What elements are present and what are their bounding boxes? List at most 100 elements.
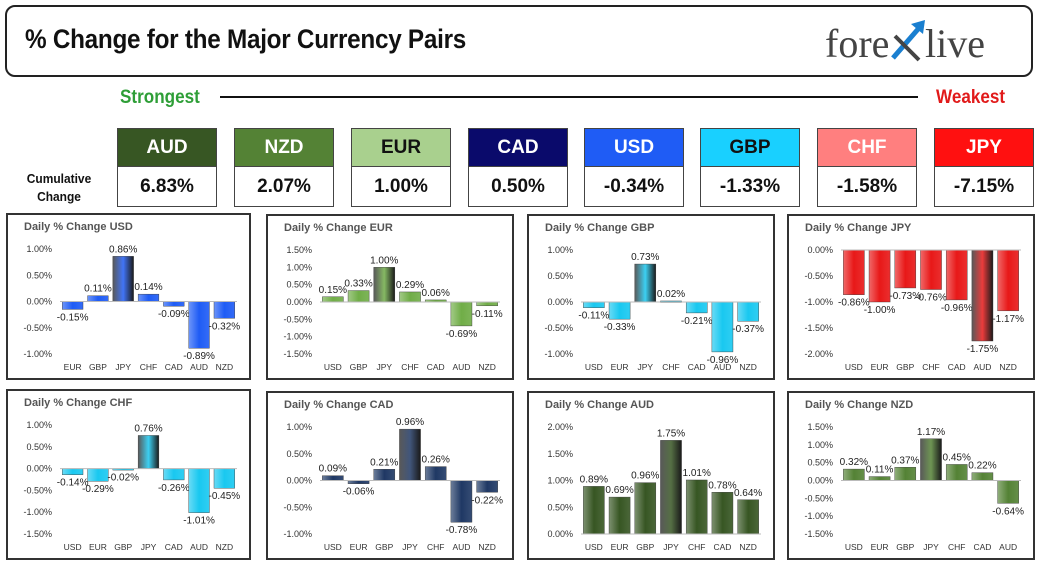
bar-jpy (112, 256, 134, 302)
x-tick-label: GBP (89, 362, 107, 372)
x-tick-label: EUR (611, 362, 629, 372)
data-label: -0.78% (446, 525, 478, 536)
x-tick-label: USD (585, 542, 603, 552)
x-tick-label: JPY (663, 542, 679, 552)
bar-nzd (476, 301, 498, 307)
data-label: -0.11% (472, 309, 503, 320)
bar-cad (163, 301, 185, 307)
x-tick-label: EUR (611, 542, 629, 552)
bar-eur (62, 301, 84, 310)
bar-chf (685, 479, 708, 535)
y-tick-label: 0.00% (286, 297, 312, 307)
x-tick-label: EUR (64, 362, 82, 372)
x-tick-label: AUD (713, 362, 731, 372)
x-tick-label: USD (585, 362, 603, 372)
y-tick-label: 0.50% (547, 502, 573, 512)
y-tick-label: -0.50% (804, 493, 833, 503)
chart-title: Daily % Change AUD (545, 399, 655, 411)
x-tick-label: CAD (688, 362, 706, 372)
bar-nzd (213, 468, 235, 489)
x-tick-label: USD (64, 542, 82, 552)
bar-gbp (634, 482, 657, 535)
x-tick-label: AUD (973, 362, 991, 372)
y-tick-label: 0.00% (807, 476, 833, 486)
x-tick-label: JPY (923, 542, 939, 552)
weakest-label: Weakest (936, 87, 1006, 108)
chart-title: Daily % Change CHF (24, 397, 133, 409)
bar-usd (583, 486, 605, 535)
data-label: -0.32% (209, 321, 241, 332)
logo-text-left: fore (825, 21, 890, 66)
bar-gbp (894, 249, 917, 289)
data-label: 0.02% (657, 289, 685, 300)
cumulative-change-value: 2.07% (235, 167, 333, 206)
bar-chart: 1.00% 0.50% 0.00% -0.50% -1.00% 0.09% USD -0.06… (283, 417, 503, 552)
bar-cad (971, 472, 994, 481)
data-label: -0.96% (941, 303, 973, 314)
data-label: -0.33% (604, 322, 636, 333)
x-tick-label: GBP (896, 362, 914, 372)
data-label: 0.22% (968, 461, 996, 472)
x-tick-label: GBP (375, 542, 393, 552)
cumulative-change-value: -0.34% (585, 167, 683, 206)
data-label: -0.21% (681, 316, 713, 327)
x-tick-label: EUR (350, 542, 368, 552)
y-tick-label: 1.00% (547, 245, 573, 255)
data-label: 0.29% (396, 280, 424, 291)
data-label: -0.76% (915, 293, 947, 304)
currency-box-jpy: JPY -7.15% (934, 128, 1034, 207)
y-tick-label: 0.50% (26, 270, 52, 280)
bar-jpy (920, 438, 942, 481)
y-tick-label: -2.00% (804, 349, 833, 359)
cumulative-change-label: Cumulative Change (26, 171, 92, 204)
bar-jpy (137, 435, 160, 469)
y-tick-label: -0.50% (283, 502, 312, 512)
bar-eur (868, 476, 891, 481)
y-tick-label: 1.50% (547, 449, 573, 459)
data-label: 0.96% (396, 417, 424, 428)
bar-usd (843, 249, 865, 295)
y-tick-label: 1.00% (807, 440, 833, 450)
bar-eur (608, 301, 631, 320)
header-box: % Change for the Major Currency Pairs fo… (5, 5, 1033, 77)
currency-box-chf: CHF -1.58% (817, 128, 917, 207)
data-label: -0.15% (57, 312, 89, 323)
data-label: -0.69% (446, 329, 478, 340)
bar-chf (137, 293, 160, 302)
chart-title: Daily % Change CAD (284, 399, 394, 411)
bar-aud (450, 301, 473, 327)
data-label: 0.32% (840, 457, 868, 468)
currency-box-usd: USD -0.34% (584, 128, 684, 207)
x-tick-label: AUD (452, 542, 470, 552)
x-tick-label: AUD (190, 542, 208, 552)
bar-nzd (213, 301, 235, 319)
y-tick-label: -1.50% (23, 529, 52, 539)
chart-panel-2: Daily % Change EUR 1.50% 1.00% 0.50% 0.00% -0… (266, 214, 514, 380)
y-tick-label: -0.50% (804, 271, 833, 281)
data-label: 0.26% (422, 455, 450, 466)
data-label: -0.86% (838, 298, 870, 309)
x-tick-label: CAD (165, 542, 183, 552)
data-label: -0.73% (889, 291, 921, 302)
bar-jpy (399, 428, 421, 481)
currency-code: USD (585, 129, 683, 167)
data-label: 0.96% (631, 471, 659, 482)
y-tick-label: 1.00% (286, 422, 312, 432)
cumulative-change-value: -1.33% (701, 167, 799, 206)
bar-nzd (737, 499, 759, 535)
chart-panel-6: Daily % Change CAD 1.00% 0.50% 0.00% -0.50% -… (266, 391, 514, 560)
x-tick-label: CHF (140, 362, 157, 372)
bar-chart: 1.00% 0.50% 0.00% -0.50% -1.00% -0.15% EUR 0.11… (23, 244, 241, 372)
bar-usd (583, 301, 605, 308)
data-label: 0.64% (734, 488, 762, 499)
bar-chf (920, 249, 942, 290)
data-label: 0.11% (866, 465, 894, 476)
chart-panel-4: Daily % Change JPY 0.00% -0.50% -1.00% -1.50… (787, 214, 1035, 380)
y-tick-label: -1.00% (283, 332, 312, 342)
y-tick-label: 0.50% (807, 458, 833, 468)
y-tick-label: 0.50% (286, 280, 312, 290)
data-label: 0.14% (134, 282, 162, 293)
strongest-label: Strongest (120, 87, 200, 108)
data-label: -0.06% (343, 487, 375, 498)
bar-chart: 1.50% 1.00% 0.50% 0.00% -0.50% -1.00% -1.50% 0.… (804, 422, 1024, 552)
